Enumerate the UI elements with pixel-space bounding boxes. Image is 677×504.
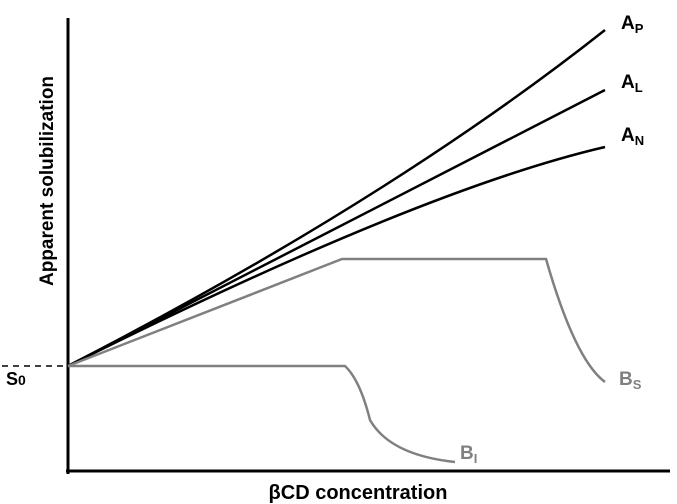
curve-al xyxy=(67,88,606,368)
label-an-main: A xyxy=(621,125,635,146)
s0-label: S0 xyxy=(6,369,26,389)
s0-label-main: S xyxy=(6,369,18,389)
label-ap-sub: P xyxy=(635,21,644,36)
label-al-main: A xyxy=(621,72,635,93)
label-al-sub: L xyxy=(635,80,643,95)
label-bi: BI xyxy=(460,443,477,466)
y-axis-label: Apparent solubilization xyxy=(37,76,58,286)
label-an-sub: N xyxy=(635,133,644,148)
label-bs-sub: S xyxy=(633,377,642,392)
label-al: AL xyxy=(621,72,643,95)
label-bi-sub: I xyxy=(474,451,478,466)
label-ap: AP xyxy=(621,13,644,36)
label-ap-main: A xyxy=(621,13,635,34)
curve-ap xyxy=(67,29,606,368)
label-bs-main: B xyxy=(619,369,633,390)
curve-an xyxy=(67,145,606,368)
curve-bi xyxy=(68,364,456,464)
label-bs: BS xyxy=(619,369,642,392)
x-axis-label: βCD concentration xyxy=(269,482,448,504)
label-bi-main: B xyxy=(460,443,474,464)
label-an: AN xyxy=(621,125,644,148)
curve-bs xyxy=(67,257,606,384)
s0-label-sub: 0 xyxy=(18,372,26,388)
